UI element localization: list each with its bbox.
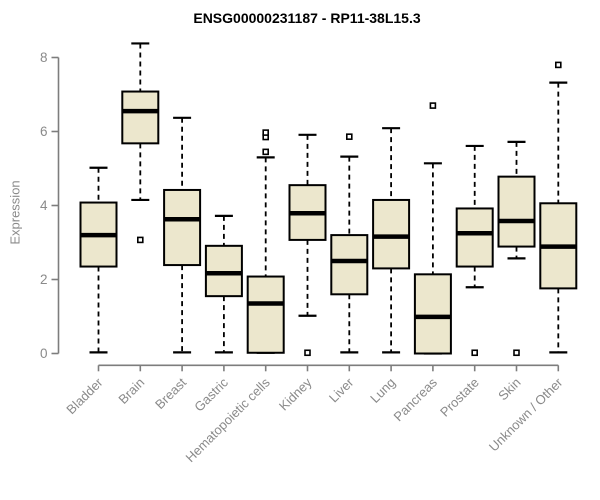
box-prostate [455, 207, 494, 268]
x-tick-label-bladder: Bladder [63, 374, 106, 417]
y-tick-label: 8 [40, 50, 48, 65]
outlier-skin [513, 349, 520, 357]
x-tick-label-lung: Lung [367, 375, 398, 406]
box-breast [163, 188, 202, 267]
x-tick-label-brain: Brain [115, 375, 147, 407]
outlier-unknown-other [554, 61, 562, 69]
box-hematopoietic-cells [246, 275, 285, 354]
x-tick-label-gastric: Gastric [191, 374, 231, 414]
outlier-liver [345, 133, 353, 140]
box-skin [497, 175, 536, 248]
outlier-prostate [471, 349, 479, 357]
x-tick-label-prostate: Prostate [437, 375, 482, 420]
x-tick-label-skin: Skin [495, 375, 523, 403]
box-lung [372, 198, 411, 270]
outlier-hematopoietic-cells [262, 148, 270, 156]
y-tick-label: 0 [40, 346, 48, 361]
x-tick-label-kidney: Kidney [276, 374, 315, 413]
box-brain [121, 90, 160, 145]
y-tick-label: 2 [40, 272, 48, 287]
y-tick-label: 6 [40, 124, 48, 139]
y-axis-label: Expression [7, 180, 23, 245]
x-tick-label-pancreas: Pancreas [391, 374, 441, 424]
outlier-brain [137, 236, 144, 244]
outlier-pancreas [429, 102, 437, 109]
y-tick-label: 4 [40, 198, 48, 213]
box-pancreas [413, 273, 452, 355]
box-liver [330, 234, 369, 296]
chart-title: ENSG00000231187 - RP11-38L15.3 [193, 10, 421, 26]
x-tick-label-liver: Liver [326, 374, 357, 405]
outlier-hematopoietic-cells [262, 129, 270, 136]
x-tick-label-unknown-other: Unknown / Other [486, 374, 566, 454]
outlier-kidney [304, 349, 311, 357]
x-tick-label-breast: Breast [152, 375, 189, 412]
